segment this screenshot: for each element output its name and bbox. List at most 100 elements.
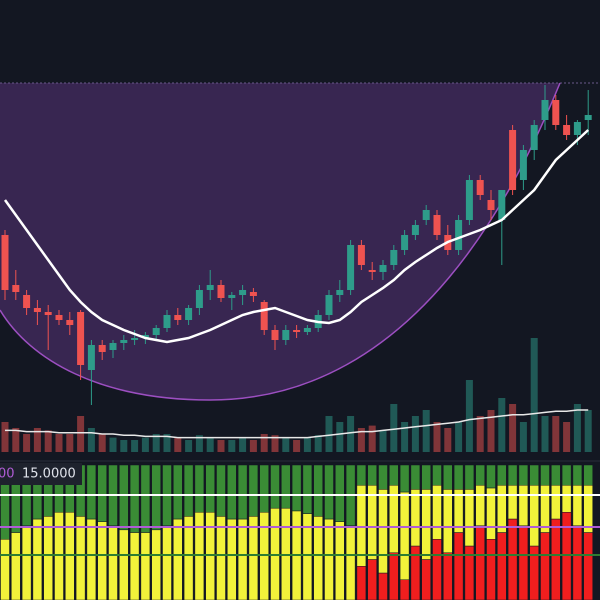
volume-bar <box>174 437 182 452</box>
volume-bar <box>217 440 225 452</box>
volume-bar <box>249 440 257 452</box>
indicator-bar <box>248 464 259 517</box>
indicator-bar <box>551 464 561 486</box>
candle-body <box>487 200 495 210</box>
indicator-bar <box>75 516 86 600</box>
indicator-bar <box>475 485 485 526</box>
volume-bar <box>573 404 581 452</box>
volume-bar <box>357 428 365 452</box>
volume-bar <box>23 434 31 452</box>
indicator-bar <box>432 539 442 600</box>
candle-body <box>347 245 355 290</box>
indicator-bar <box>313 516 323 600</box>
legend-value: 15.0000 <box>22 467 76 482</box>
candle-body <box>66 320 74 325</box>
indicator-bar <box>43 516 53 600</box>
indicator-bar <box>302 464 313 514</box>
candle-body <box>206 285 214 290</box>
indicator-bar <box>518 525 529 600</box>
candle-body <box>12 285 20 292</box>
candle-body <box>260 302 268 330</box>
indicator-bar <box>97 521 107 600</box>
indicator-bar <box>464 489 475 547</box>
candle-body <box>303 328 311 332</box>
indicator-bar <box>356 464 367 486</box>
indicator-bar <box>443 552 453 600</box>
indicator-bar <box>529 464 539 486</box>
volume-bar <box>314 435 322 452</box>
indicator-bar <box>389 552 399 600</box>
candle-body <box>563 125 571 135</box>
volume-bar <box>476 416 484 452</box>
indicator-bar <box>410 489 421 547</box>
indicator-bar <box>551 518 561 600</box>
indicator-bar <box>216 464 226 517</box>
volume-bar <box>487 410 495 452</box>
indicator-bar <box>335 521 345 600</box>
indicator-bar <box>507 518 518 600</box>
volume-bar <box>293 440 301 452</box>
candle-body <box>23 295 31 308</box>
volume-bar <box>163 434 171 452</box>
volume-bar <box>12 428 20 452</box>
indicator-bar <box>11 532 21 600</box>
volume-bar <box>271 435 279 452</box>
indicator-bar <box>367 485 377 560</box>
indicator-bar <box>162 525 172 600</box>
volume-bar <box>563 422 571 452</box>
candle-body <box>1 235 9 290</box>
volume-bar <box>509 404 517 452</box>
indicator-bar <box>518 485 529 526</box>
candle-body <box>228 295 236 298</box>
volume-bar <box>368 425 376 452</box>
indicator-bar <box>21 525 32 600</box>
candle-body <box>552 100 560 125</box>
indicator-panel <box>0 464 593 600</box>
indicator-bar <box>324 464 334 520</box>
candle-body <box>509 130 517 190</box>
indicator-bar <box>518 464 529 486</box>
volume-bar <box>141 437 149 452</box>
volume-bar <box>498 398 506 452</box>
indicator-bar <box>410 464 421 490</box>
volume-bar <box>282 437 290 452</box>
legend-box <box>0 463 82 485</box>
indicator-bar <box>421 489 431 560</box>
indicator-bar <box>173 518 183 600</box>
candle-body <box>541 100 549 120</box>
indicator-bar <box>65 512 75 600</box>
candle-body <box>77 312 85 365</box>
candle-body <box>476 180 484 195</box>
indicator-bar <box>497 464 507 486</box>
indicator-bar <box>151 529 161 600</box>
indicator-bar <box>421 464 431 490</box>
indicator-bar <box>561 485 572 513</box>
indicator-bar <box>356 566 367 600</box>
volume-bar <box>465 380 473 452</box>
indicator-bar <box>173 464 183 520</box>
indicator-bar <box>227 518 237 600</box>
indicator-bar <box>140 464 151 533</box>
candle-body <box>368 270 376 272</box>
candle-body <box>141 335 149 338</box>
indicator-bar <box>399 579 410 600</box>
indicator-bar <box>399 464 410 493</box>
candle-body <box>163 315 171 328</box>
candle-body <box>185 308 193 320</box>
volume-bar <box>185 440 193 452</box>
indicator-bar <box>367 559 377 600</box>
candle-body <box>519 150 527 180</box>
indicator-bar <box>237 464 248 520</box>
volume-bar <box>401 422 409 452</box>
candle-body <box>98 345 106 352</box>
candle-body <box>465 180 473 220</box>
indicator-bar <box>572 485 583 526</box>
indicator-bar <box>378 572 388 600</box>
candle-body <box>530 125 538 150</box>
indicator-bar <box>183 464 194 517</box>
indicator-bar <box>86 464 97 520</box>
indicator-bar <box>540 485 550 533</box>
pattern-fill <box>0 83 560 400</box>
indicator-bar <box>367 464 377 486</box>
indicator-bar <box>421 559 431 600</box>
